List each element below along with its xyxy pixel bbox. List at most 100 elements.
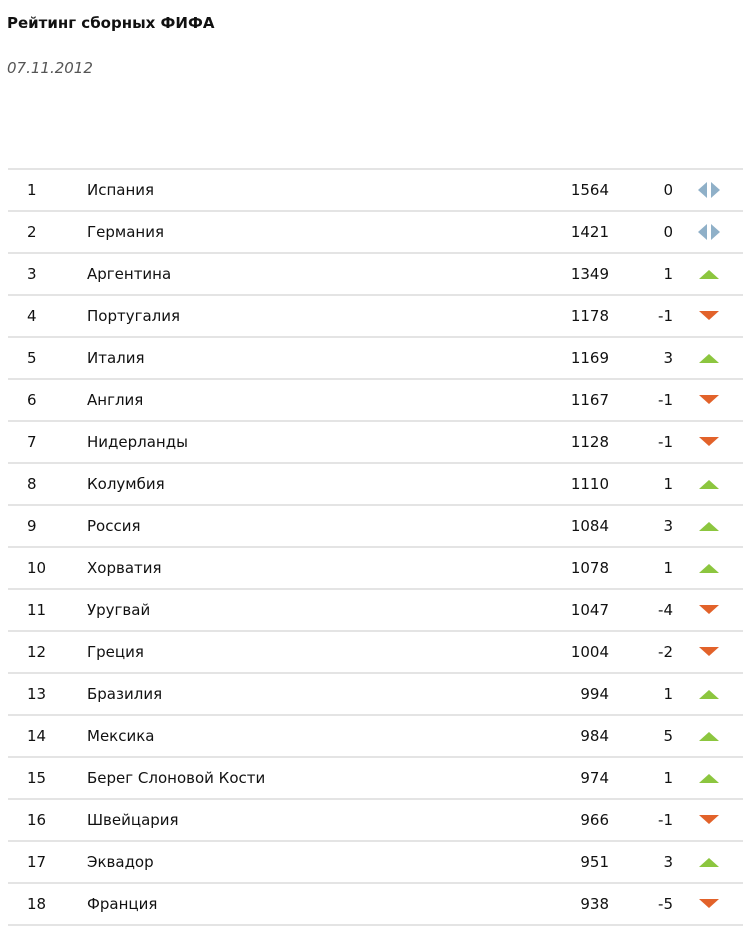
table-row: 9 Россия 1084 3: [8, 506, 743, 548]
rank: 8: [27, 475, 37, 493]
position-change: -1: [658, 433, 673, 451]
table-row: 1 Испания 1564 0: [8, 170, 743, 212]
team-name: Колумбия: [87, 475, 165, 493]
position-change: 1: [663, 475, 673, 493]
points: 994: [580, 685, 609, 703]
points: 1564: [570, 181, 609, 199]
no-change-icon: [697, 224, 721, 240]
position-change: 1: [663, 685, 673, 703]
position-change: -5: [658, 895, 673, 913]
table-row: 13 Бразилия 994 1: [8, 674, 743, 716]
position-change: -1: [658, 391, 673, 409]
rank: 3: [27, 265, 37, 283]
arrow-down-icon: [697, 812, 721, 828]
team-name: Англия: [87, 391, 144, 409]
rank: 1: [27, 181, 37, 199]
points: 1128: [570, 433, 609, 451]
rank: 15: [27, 769, 47, 787]
points: 938: [580, 895, 609, 913]
table-row: 2 Германия 1421 0: [8, 212, 743, 254]
arrow-up-icon: [697, 728, 721, 744]
rank: 18: [27, 895, 47, 913]
arrow-up-icon: [697, 518, 721, 534]
position-change: 0: [663, 181, 673, 199]
arrow-down-icon: [697, 896, 721, 912]
arrow-down-icon: [697, 392, 721, 408]
table-row: 17 Эквадор 951 3: [8, 842, 743, 884]
position-change: 0: [663, 223, 673, 241]
table-row: 3 Аргентина 1349 1: [8, 254, 743, 296]
team-name: Россия: [87, 517, 141, 535]
points: 1084: [570, 517, 609, 535]
rank: 2: [27, 223, 37, 241]
table-row: 7 Нидерланды 1128 -1: [8, 422, 743, 464]
table-row: 12 Греция 1004 -2: [8, 632, 743, 674]
arrow-up-icon: [697, 476, 721, 492]
team-name: Нидерланды: [87, 433, 188, 451]
table-row: 11 Уругвай 1047 -4: [8, 590, 743, 632]
points: 966: [580, 811, 609, 829]
rank: 9: [27, 517, 37, 535]
rank: 17: [27, 853, 47, 871]
rank: 14: [27, 727, 47, 745]
points: 951: [580, 853, 609, 871]
points: 1167: [570, 391, 609, 409]
no-change-icon: [697, 182, 721, 198]
points: 1421: [570, 223, 609, 241]
table-row: 18 Франция 938 -5: [8, 884, 743, 926]
table-row: 10 Хорватия 1078 1: [8, 548, 743, 590]
table-row: 6 Англия 1167 -1: [8, 380, 743, 422]
rank: 4: [27, 307, 37, 325]
rank: 5: [27, 349, 37, 367]
points: 974: [580, 769, 609, 787]
arrow-up-icon: [697, 266, 721, 282]
table-row: 4 Португалия 1178 -1: [8, 296, 743, 338]
table-row: 8 Колумбия 1110 1: [8, 464, 743, 506]
team-name: Испания: [87, 181, 155, 199]
page-title: Рейтинг сборных ФИФА: [7, 14, 215, 32]
team-name: Греция: [87, 643, 144, 661]
points: 1349: [570, 265, 609, 283]
position-change: 3: [663, 349, 673, 367]
team-name: Эквадор: [87, 853, 154, 871]
team-name: Берег Слоновой Кости: [87, 769, 266, 787]
rank: 10: [27, 559, 47, 577]
arrow-up-icon: [697, 854, 721, 870]
rank: 16: [27, 811, 47, 829]
team-name: Бразилия: [87, 685, 163, 703]
arrow-up-icon: [697, 560, 721, 576]
points: 984: [580, 727, 609, 745]
arrow-up-icon: [697, 350, 721, 366]
points: 1110: [570, 475, 609, 493]
team-name: Хорватия: [87, 559, 162, 577]
position-change: -1: [658, 307, 673, 325]
position-change: 1: [663, 769, 673, 787]
table-row: 14 Мексика 984 5: [8, 716, 743, 758]
team-name: Франция: [87, 895, 158, 913]
arrow-up-icon: [697, 770, 721, 786]
team-name: Швейцария: [87, 811, 179, 829]
points: 1047: [570, 601, 609, 619]
table-row: 15 Берег Слоновой Кости 974 1: [8, 758, 743, 800]
rank: 13: [27, 685, 47, 703]
arrow-down-icon: [697, 602, 721, 618]
team-name: Португалия: [87, 307, 181, 325]
position-change: 3: [663, 853, 673, 871]
team-name: Мексика: [87, 727, 155, 745]
position-change: 1: [663, 265, 673, 283]
ranking-table: 1 Испания 1564 0 2 Германия 1421 0 3 Арг…: [8, 168, 743, 926]
position-change: 5: [663, 727, 673, 745]
rank: 7: [27, 433, 37, 451]
ranking-date: 07.11.2012: [7, 59, 93, 77]
points: 1078: [570, 559, 609, 577]
arrow-down-icon: [697, 644, 721, 660]
position-change: 3: [663, 517, 673, 535]
rank: 6: [27, 391, 37, 409]
points: 1178: [570, 307, 609, 325]
team-name: Уругвай: [87, 601, 151, 619]
rank: 11: [27, 601, 47, 619]
arrow-down-icon: [697, 308, 721, 324]
position-change: -4: [658, 601, 673, 619]
rank: 12: [27, 643, 47, 661]
arrow-down-icon: [697, 434, 721, 450]
